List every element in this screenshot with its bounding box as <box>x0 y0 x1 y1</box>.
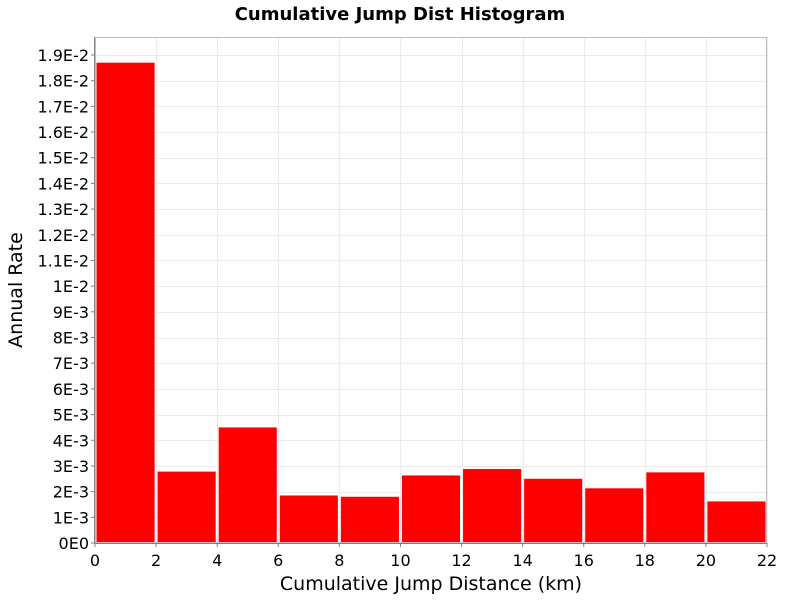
y-tick-label: 1.9E-2 <box>37 46 89 65</box>
y-axis-label: Annual Rate <box>5 232 27 348</box>
y-tick-label: 3E-3 <box>53 457 89 476</box>
histogram-bar-3 <box>279 495 338 543</box>
histogram-bar-9 <box>646 472 705 543</box>
x-tick-label: 14 <box>512 551 532 570</box>
x-tick-label: 6 <box>273 551 283 570</box>
x-axis-ticks: 0 2 4 6 8 10 12 14 16 18 20 22 <box>90 543 777 570</box>
y-tick-label: 5E-3 <box>53 406 89 425</box>
x-tick-label: 2 <box>151 551 161 570</box>
y-tick-label: 1E-2 <box>53 277 89 296</box>
y-tick-label: 1.8E-2 <box>37 72 89 91</box>
x-tick-label: 8 <box>334 551 344 570</box>
histogram-bar-2 <box>218 427 277 543</box>
y-tick-label: 1.4E-2 <box>37 174 89 193</box>
y-tick-label: 1.3E-2 <box>37 200 89 219</box>
histogram-bar-4 <box>340 496 399 543</box>
histogram-bar-5 <box>401 475 461 543</box>
y-tick-label: 0E0 <box>59 534 89 553</box>
y-tick-label: 4E-3 <box>53 431 89 450</box>
y-axis-ticks: 0E0 1E-3 2E-3 3E-3 4E-3 5E-3 6E-3 7E-3 8E-3 9E-3 1… <box>37 37 95 553</box>
x-tick-label: 0 <box>90 551 100 570</box>
y-tick-label: 1E-3 <box>53 508 89 527</box>
histogram-bar-6 <box>463 469 522 543</box>
y-tick-label: 2E-3 <box>53 483 89 502</box>
y-tick-label: 1.7E-2 <box>37 97 89 116</box>
x-tick-label: 20 <box>696 551 716 570</box>
y-tick-label: 1.5E-2 <box>37 149 89 168</box>
plot-area <box>95 37 768 544</box>
y-tick-label: 8E-3 <box>53 329 89 348</box>
histogram-bar-1 <box>157 471 216 543</box>
y-tick-label: 1.2E-2 <box>37 226 89 245</box>
chart-title: Cumulative Jump Dist Histogram <box>235 4 566 25</box>
y-tick-label: 9E-3 <box>53 303 89 322</box>
y-tick-label: 1.1E-2 <box>37 251 89 270</box>
plot-background <box>95 37 767 543</box>
x-tick-label: 10 <box>390 551 410 570</box>
histogram-bar-8 <box>585 488 644 543</box>
y-tick-label: 7E-3 <box>53 354 89 373</box>
x-tick-label: 12 <box>451 551 471 570</box>
bars <box>96 62 766 544</box>
histogram-bar-0 <box>96 62 155 544</box>
histogram-bar-7 <box>524 478 583 543</box>
y-tick-label: 6E-3 <box>53 380 89 399</box>
x-tick-label: 22 <box>757 551 777 570</box>
histogram-bar-10 <box>707 501 766 543</box>
x-tick-label: 4 <box>212 551 222 570</box>
x-tick-label: 16 <box>574 551 594 570</box>
x-tick-label: 18 <box>635 551 655 570</box>
y-tick-label: 1.6E-2 <box>37 123 89 142</box>
plot-border <box>95 37 767 543</box>
x-axis-label: Cumulative Jump Distance (km) <box>280 573 582 595</box>
